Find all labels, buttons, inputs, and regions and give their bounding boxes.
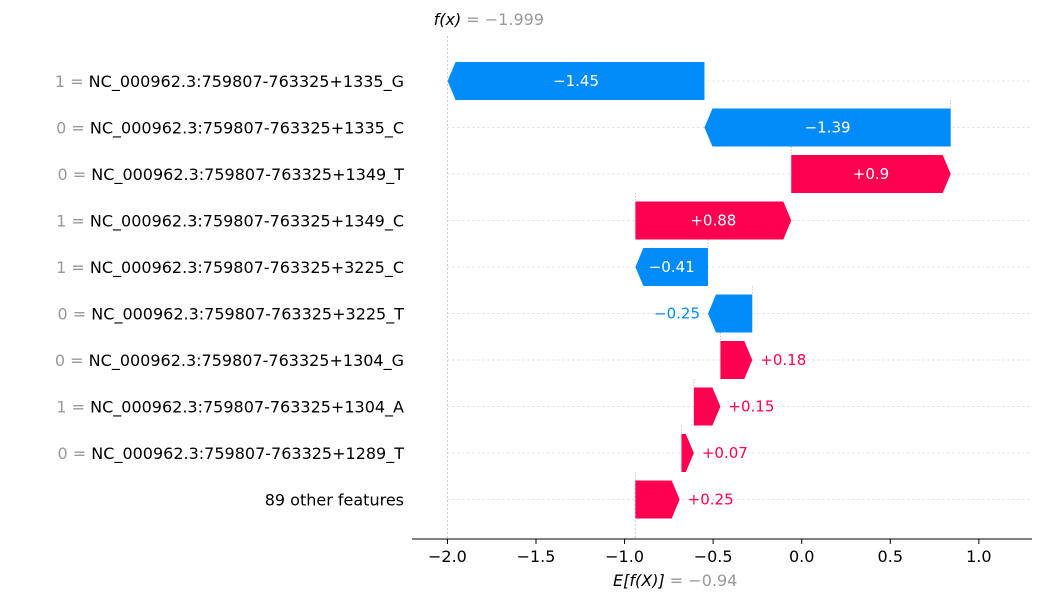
fx-symbol: f(x) <box>434 10 462 29</box>
feature-name: NC_000962.3:759807-763325+1304_G <box>89 351 404 371</box>
waterfall-bar <box>447 62 705 100</box>
waterfall-bar <box>681 434 694 472</box>
efx-label: E[f(X)] = −0.94 <box>613 571 737 590</box>
efx-value: = −0.94 <box>665 571 738 590</box>
feature-name: NC_000962.3:759807-763325+1349_T <box>91 165 404 185</box>
feature-value: 1 = <box>56 212 90 231</box>
waterfall-bar <box>720 341 753 379</box>
feature-label: 1 = NC_000962.3:759807-763325+3225_C <box>56 258 404 278</box>
waterfall-bar <box>791 155 951 193</box>
feature-name: 89 other features <box>265 491 404 510</box>
waterfall-bar <box>704 108 951 147</box>
feature-name: NC_000962.3:759807-763325+1349_C <box>90 212 404 232</box>
fx-value: = −1.999 <box>461 10 544 29</box>
bar-value-label: +0.88 <box>690 212 736 230</box>
feature-value: 1 = <box>55 72 89 91</box>
feature-label: 1 = NC_000962.3:759807-763325+1335_G <box>55 72 404 92</box>
feature-label: 1 = NC_000962.3:759807-763325+1349_C <box>56 212 404 232</box>
feature-value: 0 = <box>58 444 92 463</box>
x-tick-label: 0.0 <box>789 547 814 566</box>
bar-value-label: −1.45 <box>553 72 599 90</box>
feature-label: 0 = NC_000962.3:759807-763325+1304_G <box>55 351 404 371</box>
feature-value: 1 = <box>56 258 90 277</box>
bar-value-label: +0.9 <box>853 165 889 183</box>
x-tick-label: −1.0 <box>605 547 644 566</box>
reference-lines <box>447 36 952 539</box>
feature-label: 0 = NC_000962.3:759807-763325+1289_T <box>58 444 405 464</box>
bar-value-label: −0.41 <box>649 258 695 276</box>
x-tick-label: −2.0 <box>428 547 467 566</box>
feature-label: 89 other features <box>265 491 404 510</box>
feature-value: 0 = <box>56 119 90 138</box>
feature-value: 0 = <box>58 305 92 324</box>
x-tick-label: 1.0 <box>966 547 991 566</box>
fx-annotation: f(x) = −1.999 <box>434 10 544 29</box>
feature-value: 1 = <box>56 398 90 417</box>
feature-label: 0 = NC_000962.3:759807-763325+1349_T <box>58 165 405 185</box>
feature-labels: 1 = NC_000962.3:759807-763325+1335_G 0 = … <box>55 72 404 510</box>
feature-name: NC_000962.3:759807-763325+3225_T <box>91 305 404 325</box>
bar-value-label: +0.18 <box>760 351 806 369</box>
feature-name: NC_000962.3:759807-763325+1335_C <box>90 119 404 139</box>
feature-label: 1 = NC_000962.3:759807-763325+1304_A <box>56 398 404 418</box>
bar-value-label: +0.15 <box>728 398 774 416</box>
waterfall-bar <box>693 387 721 426</box>
x-tick-label: −0.5 <box>694 547 733 566</box>
bars: −1.45 −1.39 +0.9 +0.88 −0.41 −0.25 +0.18 +0.15 +… <box>447 62 951 519</box>
efx-symbol: E[f(X)] <box>613 571 665 590</box>
feature-name: NC_000962.3:759807-763325+1289_T <box>91 444 404 464</box>
waterfall-bar <box>708 294 753 333</box>
bar-value-label: +0.07 <box>702 444 748 462</box>
waterfall-bar <box>635 480 680 519</box>
bar-value-label: +0.25 <box>688 491 734 509</box>
fx-label: f(x) = −1.999 <box>434 10 544 29</box>
feature-value: 0 = <box>55 351 89 370</box>
x-tick-label: 0.5 <box>878 547 903 566</box>
x-tick-label: −1.5 <box>517 547 556 566</box>
x-axis: −2.0 −1.5 −1.0 −0.5 0.0 0.5 1.0 E[f(X)] = −0.94 <box>412 538 1032 590</box>
bar-value-label: −0.25 <box>654 305 700 323</box>
feature-label: 0 = NC_000962.3:759807-763325+3225_T <box>58 305 405 325</box>
feature-name: NC_000962.3:759807-763325+1335_G <box>89 72 404 92</box>
feature-value: 0 = <box>58 165 92 184</box>
feature-name: NC_000962.3:759807-763325+3225_C <box>90 258 404 278</box>
feature-label: 0 = NC_000962.3:759807-763325+1335_C <box>56 119 404 139</box>
waterfall-bar <box>635 201 792 240</box>
waterfall-bar <box>635 248 709 286</box>
feature-name: NC_000962.3:759807-763325+1304_A <box>90 398 404 418</box>
bar-value-label: −1.39 <box>805 119 851 137</box>
